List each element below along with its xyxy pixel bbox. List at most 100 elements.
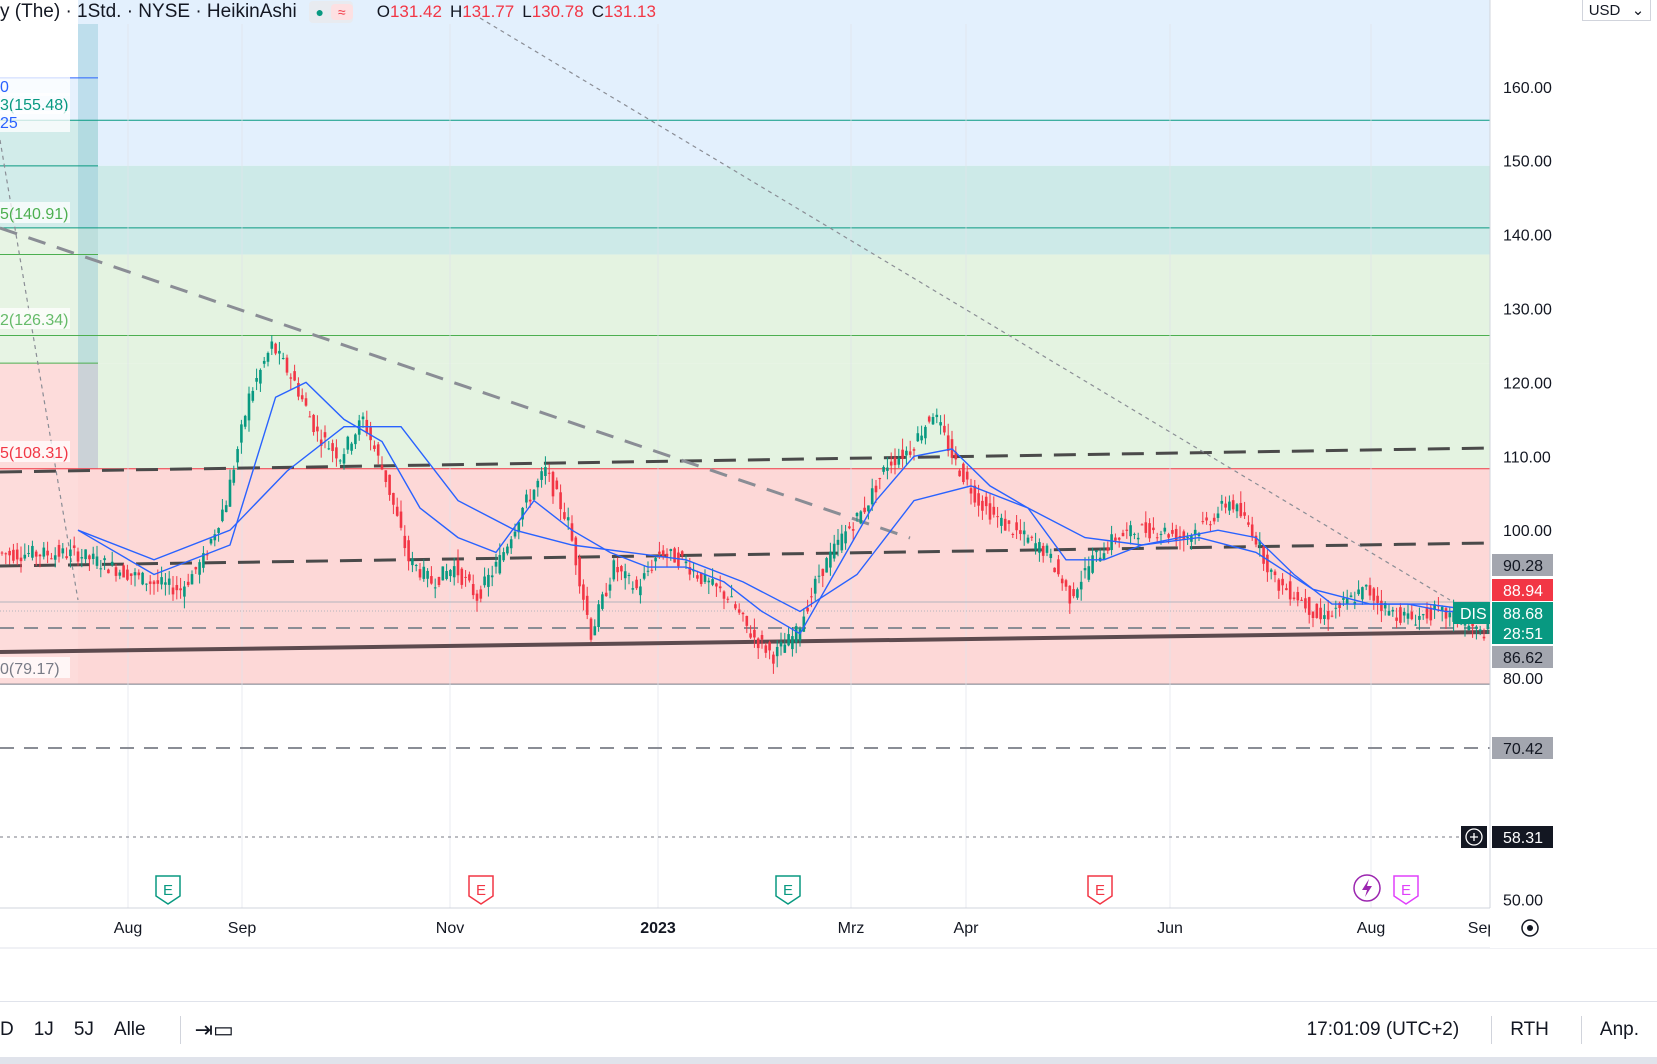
candle-body — [114, 567, 118, 576]
candle-body — [380, 465, 384, 470]
candle-body — [224, 505, 228, 513]
level-badge-lower: 86.62 — [1492, 646, 1553, 668]
level-badge-upper: 90.28 — [1492, 554, 1553, 576]
candle-body — [1311, 611, 1315, 619]
adjust-button[interactable]: Anp. — [1599, 1019, 1639, 1040]
candle-body — [1087, 566, 1091, 580]
candle-body — [148, 581, 152, 584]
candle-body — [1140, 524, 1144, 526]
candle-body — [1281, 578, 1284, 586]
candle-body — [901, 449, 904, 459]
candle-body — [414, 565, 418, 567]
candle-body — [924, 426, 927, 439]
candle-body — [570, 523, 574, 541]
candle-body — [574, 537, 578, 566]
candle-body — [91, 553, 95, 559]
fib-zone — [78, 165, 1490, 228]
candle-body — [1171, 530, 1174, 534]
range-button-all[interactable]: Alle — [113, 1019, 146, 1040]
candle-body — [1421, 614, 1425, 616]
candle-body — [506, 546, 509, 554]
candle-body — [300, 395, 304, 400]
candle-body — [760, 634, 764, 640]
goto-date-icon[interactable]: ⇥▭ — [194, 1017, 234, 1042]
price-tick: 50.00 — [1503, 893, 1543, 910]
candle-body — [1003, 518, 1007, 531]
candle-body — [1022, 530, 1026, 535]
dot-icon[interactable]: ● — [315, 4, 324, 20]
candle-body — [654, 557, 657, 562]
level-badge-lower-bg — [1492, 646, 1553, 668]
divider — [1491, 1016, 1493, 1044]
candle-body — [893, 457, 897, 466]
candle-body — [1228, 501, 1231, 511]
candle-body — [1201, 521, 1205, 523]
candle-body — [1030, 536, 1034, 538]
candle-body — [1015, 522, 1018, 531]
candle-body — [597, 604, 600, 628]
candle-body — [722, 591, 726, 599]
candle-body — [369, 427, 372, 441]
price-chart[interactable]: 03(155.48)25 5(140.91) 2(126.34) 5(108.31) 0… — [0, 0, 1657, 1000]
candle-body — [1163, 527, 1167, 532]
price-axis[interactable]: 160.00 150.00 140.00 130.00 120.00 110.00 100.… — [1453, 0, 1657, 1000]
candle-body — [1307, 597, 1311, 615]
candle-body — [1425, 607, 1429, 619]
support-badge: 70.42 — [1492, 737, 1553, 759]
candle-body — [943, 425, 946, 433]
candle-body — [145, 583, 148, 585]
candle-body — [962, 463, 965, 483]
candle-body — [1482, 636, 1486, 639]
candle-body — [832, 543, 836, 559]
chart-header: y (The) · 1Std. · NYSE · HeikinAshi ● ≈ … — [0, 0, 664, 24]
range-button-5j[interactable]: 5J — [73, 1019, 94, 1040]
candle-body — [1060, 578, 1064, 584]
candle-body — [1342, 598, 1345, 600]
fib-label: 25 — [0, 111, 70, 132]
candle-body — [327, 448, 331, 450]
clock-readout[interactable]: 17:01:09 (UTC+2) — [1306, 1019, 1460, 1040]
candle-body — [635, 579, 638, 589]
currency-selector[interactable]: USD ⌄ — [1582, 0, 1651, 21]
candle-body — [338, 460, 342, 462]
candle-body — [1041, 545, 1045, 556]
candle-body — [874, 485, 878, 493]
earnings-marker-text: E — [1401, 882, 1411, 899]
candle-body — [445, 571, 448, 579]
candle-body — [281, 358, 285, 360]
candle-body — [228, 479, 232, 507]
candle-body — [1315, 603, 1319, 618]
candle-body — [829, 551, 832, 568]
candle-body — [38, 554, 42, 557]
candle-body — [551, 471, 555, 497]
candle-body — [354, 434, 357, 445]
candle-body — [1117, 537, 1121, 540]
session-button[interactable]: RTH — [1510, 1019, 1549, 1040]
fib-zone — [78, 254, 1490, 336]
symbol-title[interactable]: y (The) · 1Std. · NYSE · HeikinAshi — [0, 1, 297, 22]
settings-gear-icon — [1521, 919, 1539, 937]
range-button-d[interactable]: D — [0, 1019, 14, 1040]
candle-body — [498, 555, 502, 574]
fib-zone — [78, 363, 1490, 469]
indicator-pill[interactable]: ● ≈ — [308, 1, 353, 23]
candle-body — [1045, 545, 1049, 553]
bottom-toolbar: D 1J 5J Alle ⇥▭ 17:01:09 (UTC+2) RTH Anp… — [0, 1001, 1657, 1058]
candle-body — [855, 512, 859, 517]
candle-body — [1224, 503, 1227, 508]
candle-body — [441, 566, 445, 581]
candle-body — [821, 568, 825, 577]
candle-body — [259, 369, 262, 384]
candle-body — [1106, 547, 1110, 551]
current-price-badge: 88.94 — [1492, 579, 1553, 601]
wave-icon[interactable]: ≈ — [330, 4, 353, 20]
earnings-marker: E — [155, 875, 181, 905]
candle-body — [171, 587, 175, 595]
candle-body — [304, 398, 308, 406]
price-tick: 140.00 — [1503, 228, 1552, 245]
range-button-1j[interactable]: 1J — [33, 1019, 54, 1040]
candle-body — [623, 571, 627, 579]
candle-body — [152, 581, 156, 585]
candle-body — [1361, 587, 1364, 600]
time-axis[interactable]: Aug Sep Nov 2023 Mrz Apr Jun Aug Sep — [0, 907, 1657, 949]
